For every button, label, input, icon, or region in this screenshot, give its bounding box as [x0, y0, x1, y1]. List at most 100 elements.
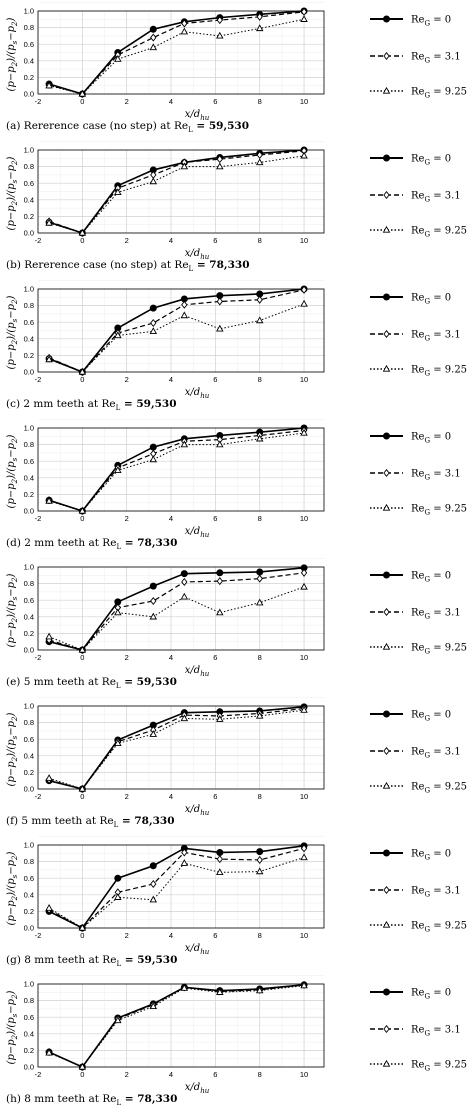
x-tick-label: 10: [300, 97, 308, 106]
legend-entry: ReG = 0: [411, 710, 451, 723]
y-tick-label: 0.0: [24, 1063, 34, 1072]
y-tick-label: 1.0: [24, 980, 34, 989]
open-triangle-marker: [45, 355, 53, 363]
y-axis-label: (p−p2)/(ps−p2): [6, 17, 19, 91]
legend: ReG = 0 ReG = 3.1 ReG = 9.25: [370, 849, 467, 934]
x-tick-label: 8: [258, 236, 262, 245]
legend-entry: ReG = 9.25: [411, 643, 467, 656]
filled-circle-marker: [149, 582, 157, 590]
open-triangle-marker: [149, 43, 158, 51]
x-tick-label: 8: [258, 1070, 262, 1079]
x-tick-label: 8: [258, 653, 262, 662]
open-diamond-marker: [181, 19, 188, 28]
y-tick-label: 1.0: [24, 146, 34, 155]
plot-frame: [37, 983, 325, 1068]
open-triangle-marker: [300, 151, 308, 159]
open-triangle-marker: [300, 299, 308, 307]
legend: ReG = 0 ReG = 3.1 ReG = 9.25: [370, 15, 467, 100]
x-tick-label: 10: [300, 931, 308, 940]
y-tick-label: 0.4: [24, 1029, 34, 1038]
x-tick-label: -2: [35, 514, 42, 523]
series-1: [45, 842, 308, 932]
legend-open-triangle-marker: [382, 86, 391, 94]
series-3: [45, 151, 308, 236]
legend-filled-circle-marker: [383, 432, 390, 440]
open-triangle-marker: [114, 893, 122, 900]
y-tick-label: 0.8: [24, 440, 34, 449]
open-triangle-marker: [45, 81, 53, 89]
x-tick-label: 6: [213, 375, 217, 384]
x-tick-label: 0: [80, 375, 84, 384]
panel-caption: (a) Rererence case (no step) at ReL = 59…: [6, 120, 250, 135]
open-triangle-marker: [114, 608, 122, 616]
x-tick-label: 6: [213, 97, 217, 106]
y-tick-label: 0.4: [24, 334, 34, 343]
y-tick-label: 0.6: [24, 596, 34, 605]
plot-frame: [37, 705, 325, 790]
legend-filled-circle-marker: [383, 710, 390, 718]
y-tick-label: 0.8: [24, 857, 34, 866]
x-tick-label: 4: [169, 1070, 173, 1079]
series-2: [45, 146, 308, 238]
x-tick-label: 4: [169, 236, 173, 245]
series-line: [48, 984, 305, 1068]
open-diamond-marker: [181, 577, 188, 586]
y-tick-label: 0.6: [24, 735, 34, 744]
open-triangle-marker: [149, 730, 158, 737]
y-axis-label: (p−p2)/(ps−p2): [6, 712, 19, 786]
series-1: [45, 703, 308, 793]
x-tick-label: 6: [213, 653, 217, 662]
series-2: [45, 7, 308, 99]
y-tick-label: 0.8: [24, 301, 34, 310]
y-tick-label: 1.0: [24, 285, 34, 294]
x-tick-label: 10: [300, 236, 308, 245]
legend-open-diamond-marker: [383, 51, 390, 61]
y-axis-label: (p−p2)/(ps−p2): [6, 851, 19, 925]
legend-open-triangle-marker: [382, 225, 391, 233]
x-tick-label: 6: [213, 236, 217, 245]
series-line: [48, 149, 305, 234]
open-triangle-marker: [255, 598, 264, 606]
x-axis-label: x/dhu: [185, 1082, 210, 1095]
filled-circle-marker: [149, 862, 157, 870]
legend-entry: ReG = 3.1: [411, 52, 461, 65]
filled-circle-marker: [180, 570, 188, 578]
y-axis-label: (p−p2)/(ps−p2): [6, 990, 19, 1064]
chart-panel: 0.0 0.2 0.4 0.6 0.8 1.0 -2 0 2 4 6 8 10 x/dhu (p−p2)/(…: [0, 140, 474, 279]
x-tick-label: -2: [35, 236, 42, 245]
legend-filled-circle-marker: [383, 571, 390, 579]
x-tick-label: 0: [80, 653, 84, 662]
open-diamond-marker: [256, 12, 263, 21]
y-tick-label: 1.0: [24, 841, 34, 850]
series-3: [45, 853, 308, 931]
x-tick-label: 8: [258, 931, 262, 940]
plot-frame: [37, 427, 325, 512]
open-triangle-marker: [45, 496, 53, 504]
x-tick-label: 10: [300, 514, 308, 523]
plot-frame: [37, 149, 325, 234]
grid: [37, 2, 324, 95]
open-triangle-marker: [255, 434, 264, 442]
filled-circle-marker: [149, 25, 157, 33]
plot-frame: [37, 10, 325, 95]
x-tick-label: -2: [35, 653, 42, 662]
legend-entry: ReG = 0: [411, 849, 451, 862]
series-line: [48, 150, 305, 234]
x-axis-label: x/dhu: [185, 665, 210, 678]
plot-frame: [37, 288, 325, 373]
legend-entry: ReG = 0: [411, 154, 451, 167]
x-axis-label: x/dhu: [185, 109, 210, 122]
series-line: [48, 847, 305, 929]
open-diamond-marker: [300, 568, 308, 577]
y-tick-label: 0.6: [24, 874, 34, 883]
line-chart: 0.0 0.2 0.4 0.6 0.8 1.0 -2 0 2 4 6 8 10 x/dhu (p−p2)/(…: [6, 2, 467, 122]
line-chart: 0.0 0.2 0.4 0.6 0.8 1.0 -2 0 2 4 6 8 10 x/dhu (p−p2)/(…: [6, 697, 467, 817]
panel-caption: (d) 2 mm teeth at ReL = 78,330: [6, 537, 178, 552]
legend-entry: ReG = 3.1: [411, 747, 461, 760]
y-tick-label: 0.0: [24, 924, 34, 933]
panel-caption: (g) 8 mm teeth at ReL = 59,530: [6, 954, 178, 969]
panel-caption: (e) 5 mm teeth at ReL = 59,530: [6, 676, 177, 691]
legend-open-diamond-marker: [383, 607, 390, 617]
line-chart: 0.0 0.2 0.4 0.6 0.8 1.0 -2 0 2 4 6 8 10 x/dhu (p−p2)/(…: [6, 975, 467, 1095]
x-tick-label: 4: [169, 514, 173, 523]
